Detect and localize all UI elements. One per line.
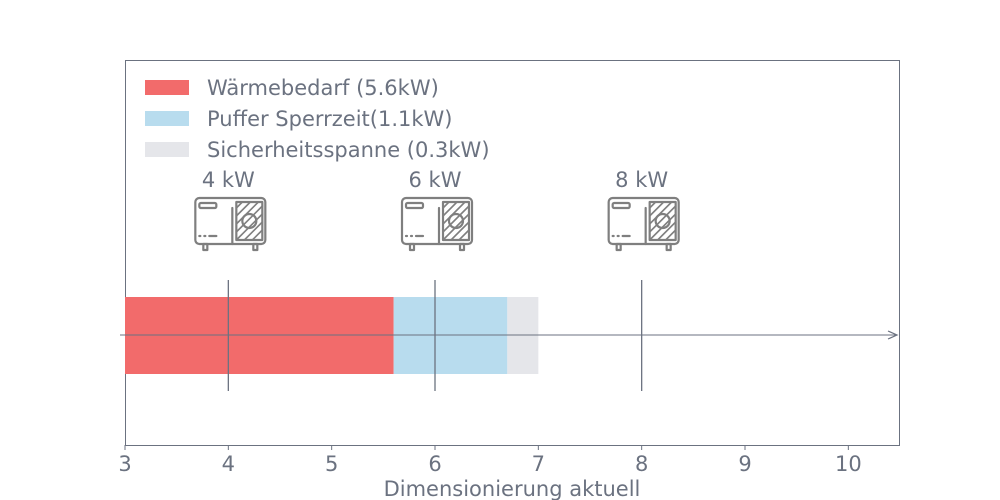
axis-arrow-head xyxy=(887,330,899,340)
x-tick-label-4: 4 xyxy=(222,452,235,476)
legend-label-1: Wärmebedarf (5.6kW) xyxy=(207,76,439,100)
x-tick-label-5: 5 xyxy=(325,452,338,476)
x-tick-label-9: 9 xyxy=(738,452,751,476)
marker-label-3: 8 kW xyxy=(615,168,668,192)
legend-swatch-3 xyxy=(145,142,189,157)
heat-pump-icon xyxy=(400,196,474,252)
legend-label-3: Sicherheitsspanne (0.3kW) xyxy=(207,138,490,162)
legend-swatch-1 xyxy=(145,80,189,95)
marker-label-2: 6 kW xyxy=(409,168,462,192)
marker-label-1: 4 kW xyxy=(202,168,255,192)
heat-pump-icon xyxy=(194,196,267,252)
plot-frame xyxy=(125,60,900,446)
legend-swatch-2 xyxy=(145,111,189,126)
x-tick-label-8: 8 xyxy=(635,452,648,476)
heat-pump-icon xyxy=(607,196,680,252)
x-tick-label-3: 3 xyxy=(118,452,131,476)
x-axis-label: Dimensionierung aktuell xyxy=(384,477,641,500)
x-tick-label-7: 7 xyxy=(532,452,545,476)
x-tick-label-10: 10 xyxy=(835,452,862,476)
x-tick-label-6: 6 xyxy=(428,452,441,476)
legend-label-2: Puffer Sperrzeit(1.1kW) xyxy=(207,107,453,131)
